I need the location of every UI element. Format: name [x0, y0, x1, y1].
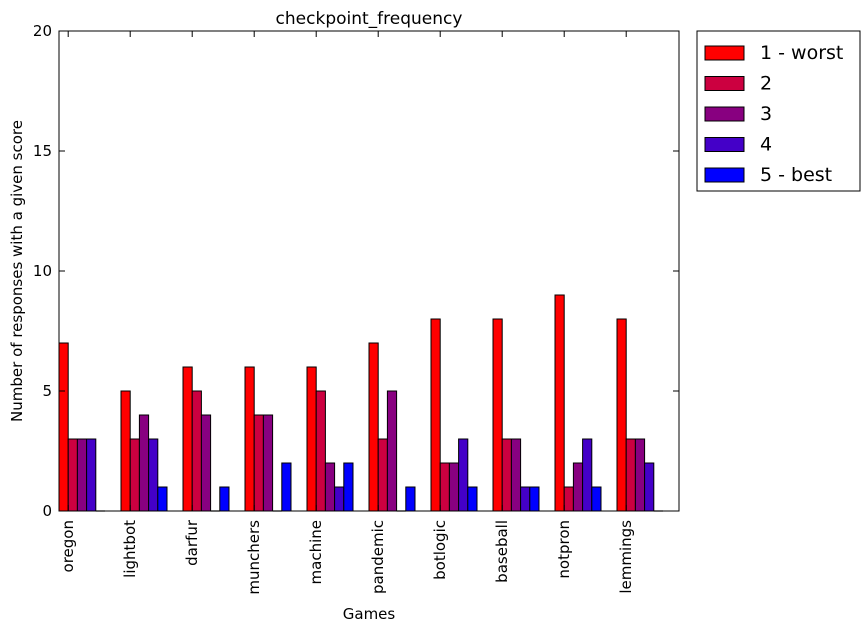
x-tick-label: oregon [59, 520, 77, 572]
bar [554, 294, 565, 512]
x-tick-label: baseball [493, 520, 511, 583]
legend-label: 2 [760, 73, 772, 95]
bar [467, 486, 478, 512]
bar [324, 462, 336, 512]
legend-label: 3 [760, 103, 772, 125]
legend-label: 4 [760, 134, 772, 156]
bar [501, 438, 512, 512]
bar [281, 462, 292, 512]
x-axis-label: Games [343, 605, 396, 623]
bar [334, 486, 345, 512]
x-tick-label: lightbot [121, 520, 139, 578]
legend-swatch [704, 76, 745, 91]
x-tick-label: munchers [245, 520, 263, 595]
bar [644, 462, 655, 512]
bar [616, 318, 627, 512]
bar [510, 438, 522, 512]
bar [67, 438, 78, 512]
bar [386, 390, 398, 512]
bar [129, 438, 140, 512]
bar [343, 462, 354, 512]
bar [634, 438, 646, 512]
legend-swatch [704, 167, 745, 183]
legend-swatch [704, 45, 745, 61]
bar [76, 438, 88, 512]
legend: 1 - worst 2 3 4 5 - best [696, 30, 861, 192]
bar [191, 390, 202, 512]
bar [58, 342, 69, 512]
bar [591, 486, 602, 512]
bar [244, 366, 255, 512]
bar [262, 414, 274, 512]
x-tick-label: machine [307, 520, 325, 584]
x-tick-label: pandemic [369, 520, 387, 594]
bar [306, 366, 317, 512]
legend-swatch [704, 106, 745, 122]
bar [120, 390, 131, 512]
y-tick-label: 15 [33, 142, 52, 160]
bar [315, 390, 326, 512]
bar [582, 438, 593, 512]
bar [219, 486, 230, 512]
bar [182, 366, 193, 512]
bar [572, 462, 584, 512]
bar [430, 318, 441, 512]
y-tick-label: 0 [42, 502, 52, 520]
legend-label: 1 - worst [760, 42, 843, 64]
bar [377, 438, 388, 512]
bar [529, 486, 540, 512]
bar [200, 414, 212, 512]
bar [405, 486, 416, 512]
bar [439, 462, 450, 512]
x-tick-label: botlogic [431, 520, 449, 580]
bar [253, 414, 264, 512]
chart-title: checkpoint_frequency [276, 9, 463, 29]
axis-layer: 0 5 10 15 20 oregon lightbot darfur munchers mach… [33, 22, 679, 595]
bar [520, 486, 531, 512]
bar [157, 486, 168, 512]
bar [448, 462, 460, 512]
y-tick-label: 20 [33, 22, 52, 40]
y-axis-label: Number of responses with a given score [8, 120, 26, 422]
x-tick-label: darfur [183, 519, 201, 566]
bar [458, 438, 469, 512]
bar [563, 486, 574, 512]
bar [625, 438, 636, 512]
x-tick-label: notpron [555, 520, 573, 579]
bar [492, 318, 503, 512]
y-tick-label: 10 [33, 262, 52, 280]
x-tick-label: lemmings [617, 520, 635, 594]
bar [368, 342, 379, 512]
legend-label: 5 - best [760, 164, 832, 186]
legend-swatch [704, 137, 745, 152]
bar [86, 438, 97, 512]
y-tick-label: 5 [42, 382, 52, 400]
bar [138, 414, 150, 512]
bar [148, 438, 159, 512]
